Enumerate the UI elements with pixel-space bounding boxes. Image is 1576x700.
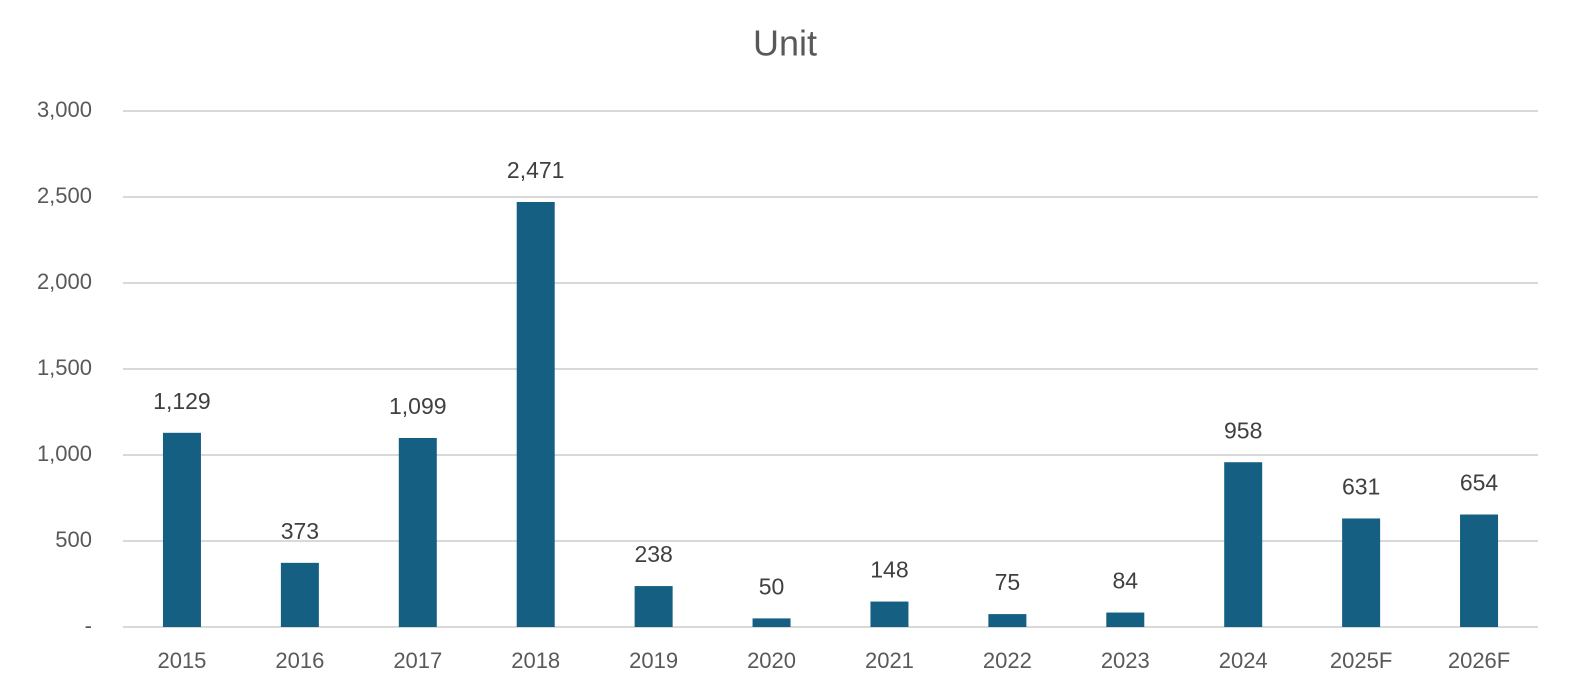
bar: [516, 201, 555, 627]
value-label: 654: [1460, 470, 1499, 496]
y-tick-label: 2,500: [37, 183, 92, 208]
value-label: 1,099: [389, 393, 447, 419]
value-label: 75: [995, 569, 1021, 595]
x-tick-label: 2019: [629, 648, 678, 673]
x-tick-label: 2021: [865, 648, 914, 673]
value-label: 50: [759, 573, 785, 599]
x-tick-label: 2024: [1219, 648, 1268, 673]
bar: [870, 601, 909, 627]
x-tick-label: 2026F: [1448, 648, 1510, 673]
x-tick-label: 2020: [747, 648, 796, 673]
y-tick-label: 500: [55, 527, 92, 552]
x-tick-label: 2016: [275, 648, 324, 673]
x-tick-label: 2022: [983, 648, 1032, 673]
value-label: 958: [1224, 417, 1262, 443]
bar: [162, 432, 201, 627]
chart-title: Unit: [753, 23, 817, 64]
value-label: 2,471: [507, 157, 565, 183]
bar: [398, 437, 437, 627]
value-label: 373: [281, 518, 319, 544]
x-tick-label: 2025F: [1330, 648, 1392, 673]
y-tick-label: 1,500: [37, 355, 92, 380]
x-tick-label: 2017: [393, 648, 442, 673]
value-label: 631: [1342, 474, 1380, 500]
bar: [752, 618, 791, 627]
y-tick-label: -: [85, 613, 92, 638]
value-label: 1,129: [153, 388, 211, 414]
bar: [1224, 462, 1263, 627]
x-tick-label: 2023: [1101, 648, 1150, 673]
bar: [634, 586, 673, 627]
value-label: 238: [634, 541, 672, 567]
x-tick-label: 2015: [157, 648, 206, 673]
bar: [1342, 518, 1381, 627]
value-label: 84: [1112, 568, 1138, 594]
bar: [280, 562, 319, 627]
x-tick-label: 2018: [511, 648, 560, 673]
y-tick-label: 2,000: [37, 269, 92, 294]
bar: [1460, 514, 1499, 627]
y-tick-label: 3,000: [37, 97, 92, 122]
bar: [988, 614, 1027, 627]
bar: [1106, 612, 1145, 627]
y-tick-label: 1,000: [37, 441, 92, 466]
value-label: 148: [870, 557, 908, 583]
